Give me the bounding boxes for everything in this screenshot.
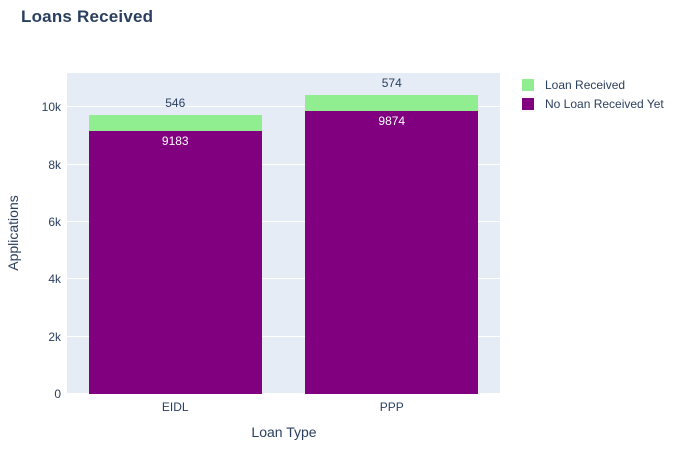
legend-swatch-icon (522, 79, 534, 91)
bar-segment[interactable] (88, 115, 262, 131)
bar-value-label: 574 (381, 75, 402, 90)
legend-swatch-icon (522, 98, 534, 110)
bar-value-label: 546 (165, 96, 186, 111)
x-tick-label: EIDL (161, 400, 189, 414)
bar-segment[interactable] (305, 94, 479, 112)
legend-item-label: Loan Received (545, 78, 626, 92)
bar-segment[interactable] (305, 111, 479, 394)
legend-item[interactable]: Loan Received (522, 79, 664, 91)
x-axis-title: Loan Type (251, 424, 317, 440)
y-tick-label: 6k (48, 215, 61, 230)
y-tick-label: 4k (48, 272, 61, 287)
y-tick-label: 10k (41, 100, 61, 115)
legend-item[interactable]: No Loan Received Yet (522, 98, 664, 110)
y-tick-label: 8k (48, 157, 61, 172)
bar-value-label: 9183 (161, 133, 189, 148)
gridline (67, 278, 500, 280)
gridline (67, 163, 500, 165)
y-tick-label: 2k (48, 329, 61, 344)
bar-segment[interactable] (88, 130, 262, 394)
chart-title: Loans Received (21, 7, 154, 26)
legend: Loan Received No Loan Received Yet (522, 79, 664, 117)
legend-item-label: No Loan Received Yet (545, 97, 664, 111)
gridline (67, 221, 500, 223)
gridline (67, 335, 500, 337)
gridline (67, 106, 500, 108)
x-tick-label: PPP (379, 400, 404, 414)
gridline (67, 393, 500, 394)
bar-value-label: 9874 (378, 114, 406, 129)
plot-area[interactable]: 9183 546 9874 574 (67, 73, 500, 394)
y-axis-title: Applications (5, 195, 21, 271)
y-tick-label: 0 (54, 387, 61, 401)
